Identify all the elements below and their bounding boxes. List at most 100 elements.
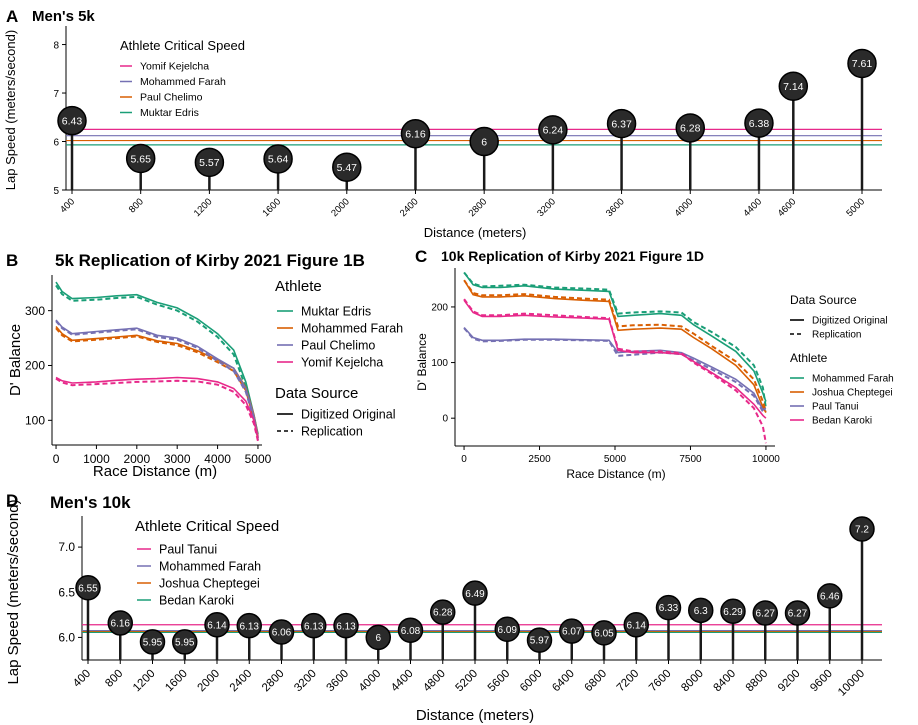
x-tick-label: 10000	[752, 454, 780, 465]
series-line-replication	[55, 320, 259, 441]
data-label: 7.61	[852, 58, 873, 70]
data-label: 5.57	[199, 157, 220, 169]
x-axis-label-c: Race Distance (m)	[566, 467, 665, 481]
legend-label: Muktar Edris	[140, 107, 199, 119]
legend-label: Mohammed Farah	[140, 76, 226, 88]
data-label: 6.16	[111, 619, 131, 630]
x-tick-label: 4800	[421, 668, 448, 695]
lollipop-point	[559, 618, 585, 644]
data-label: 6.13	[240, 621, 260, 632]
lollipop-point	[301, 612, 327, 639]
x-tick-label: 7200	[615, 668, 642, 695]
x-tick-label: 1200	[131, 668, 158, 695]
data-label: 6.46	[820, 591, 840, 602]
series-line-replication	[463, 271, 767, 409]
series-line-replication	[463, 298, 767, 444]
series-line-replication	[463, 279, 767, 412]
panel-title-b: 5k Replication of Kirby 2021 Figure 1B	[55, 251, 365, 270]
x-tick-label: 3200	[292, 668, 319, 695]
x-axis-label-d: Distance (meters)	[416, 707, 534, 724]
x-tick-label: 2000	[196, 668, 223, 695]
lollipop-point	[847, 48, 877, 79]
legend-label-athlete: Paul Tanui	[812, 402, 859, 413]
data-label: 6.14	[627, 620, 647, 631]
y-axis-label-d: Lap Speed (meters/second)	[5, 499, 22, 684]
legend-title-a: Athlete Critical Speed	[120, 38, 245, 53]
data-label: 6.06	[272, 628, 292, 639]
data-label: 5.64	[268, 154, 289, 166]
legend-label: Yomif Kejelcha	[140, 61, 209, 73]
panel-title-a: Men's 5k	[32, 8, 95, 25]
x-tick-label: 1600	[260, 196, 283, 219]
data-label: 6.14	[207, 620, 227, 631]
plot-area-c: 0 100 200 0 2500 5000 7500 10000	[431, 268, 780, 465]
legend-label: Paul Chelimo	[140, 92, 203, 104]
lollipop-point	[333, 612, 359, 639]
panel-title-d: Men's 10k	[50, 493, 131, 512]
data-label: 6.55	[78, 583, 98, 594]
lollipop-point	[397, 617, 424, 643]
lollipop-point	[75, 574, 101, 601]
lollipop-point	[494, 616, 520, 643]
x-tick-label: 2400	[398, 196, 421, 219]
y-tick-label: 6	[53, 138, 59, 149]
x-tick-label: 4000	[357, 668, 384, 695]
data-label: 6.29	[723, 607, 743, 618]
x-tick-label: 4400	[741, 196, 764, 219]
data-label: 6.13	[304, 621, 324, 632]
lollipop-point	[606, 108, 637, 139]
lollipop-point	[675, 113, 706, 143]
x-tick-label: 8800	[744, 668, 771, 695]
x-tick-label: 0	[461, 454, 467, 465]
x-tick-label: 1000	[83, 452, 110, 466]
data-label: 6.09	[498, 625, 518, 636]
lollipop-point	[332, 152, 362, 182]
legend-label: Mohammed Farah	[159, 559, 261, 573]
legend-label-athlete: Paul Chelimo	[301, 338, 375, 352]
legend-a: Yomif Kejelcha Mohammed Farah Paul Chelimo…	[120, 61, 226, 119]
series-line-original	[463, 272, 767, 402]
y-tick-label: 5	[53, 186, 59, 197]
series-line-original	[463, 279, 767, 413]
lollipop-point	[720, 598, 746, 624]
data-label: 5.95	[175, 638, 195, 649]
x-tick-label: 2500	[528, 454, 551, 465]
lollipop-point	[172, 629, 198, 655]
lollipop-point	[538, 115, 568, 145]
y-axis-label-b: D' Balance	[7, 324, 24, 396]
legend-b: Muktar Edris Mohammed Farah Paul Chelimo Yo…	[277, 304, 403, 438]
lollipop-point	[784, 600, 811, 626]
lollipop-point	[623, 612, 649, 638]
legend-title-d: Athlete Critical Speed	[135, 518, 279, 535]
panel-d-mens-10k: D Men's 10k Lap Speed (meters/second) Di…	[5, 491, 882, 724]
data-label: 7.2	[855, 525, 869, 536]
y-tick-label: 7	[53, 89, 59, 100]
y-tick-label: 300	[25, 304, 45, 318]
panel-letter-b: B	[6, 251, 18, 270]
lollipop-point	[236, 612, 262, 639]
x-tick-label: 5000	[245, 452, 272, 466]
legend-label-athlete: Bedan Karoki	[812, 416, 872, 427]
x-tick-label: 1600	[163, 668, 190, 695]
y-tick-label: 100	[25, 414, 45, 428]
lollipop-point	[688, 597, 714, 624]
x-tick-label: 4400	[389, 668, 416, 695]
y-axis-label-c: D' Balance	[415, 333, 429, 391]
legend-label: Paul Tanui	[159, 542, 217, 556]
y-axis-label-a: Lap Speed (meters/second)	[3, 30, 18, 190]
lollipop-point	[778, 71, 809, 101]
data-label: 5.47	[337, 162, 358, 174]
x-tick-label: 7600	[647, 668, 674, 695]
legend-label-athlete: Muktar Edris	[301, 304, 371, 318]
x-tick-label: 4000	[204, 452, 231, 466]
x-tick-label: 2000	[329, 196, 352, 219]
data-label: 6.28	[680, 123, 701, 135]
data-label: 5.95	[143, 638, 163, 649]
panel-letter-a: A	[6, 7, 18, 26]
lollipop-point	[268, 619, 295, 645]
data-label: 6.13	[336, 621, 356, 632]
x-tick-label: 800	[103, 668, 125, 690]
data-label: 6.16	[405, 129, 426, 141]
legend-label-source: Replication	[812, 330, 861, 341]
